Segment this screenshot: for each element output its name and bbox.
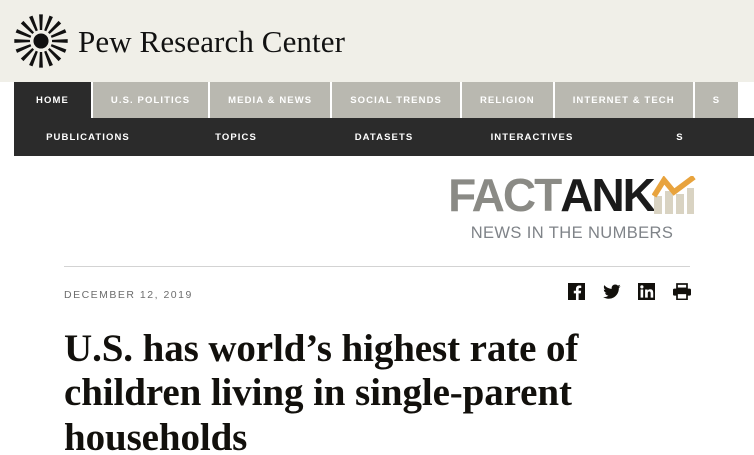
site-logo-link[interactable]: Pew Research Center xyxy=(12,12,345,70)
nav-secondary-row: PUBLICATIONS TOPICS DATASETS INTERACTIVE… xyxy=(14,118,754,156)
article-headline[interactable]: U.S. has world’s highest rate of childre… xyxy=(64,327,579,455)
print-icon[interactable] xyxy=(673,283,691,301)
fact-tank-word-fact: FACT xyxy=(448,169,562,221)
nav-tab-us-politics[interactable]: U.S. POLITICS xyxy=(92,82,209,118)
nav-tab-media-and-news-label: MEDIA & NEWS xyxy=(228,94,313,106)
subnav-item-interactives[interactable]: INTERACTIVES xyxy=(458,132,606,143)
subnav-item-topics[interactable]: TOPICS xyxy=(162,132,310,143)
subnav-item-interactives-label: INTERACTIVES xyxy=(490,131,574,143)
main-navigation: HOME U.S. POLITICS MEDIA & NEWS SOCIAL T… xyxy=(0,82,754,156)
nav-tab-science-truncated[interactable]: S xyxy=(694,82,739,118)
bar-chart-trend-icon xyxy=(651,174,696,216)
nav-tab-media-and-news[interactable]: MEDIA & NEWS xyxy=(210,82,331,118)
nav-tab-internet-and-tech[interactable]: INTERNET & TECH xyxy=(554,82,693,118)
nav-tab-science-truncated-label: S xyxy=(712,94,721,106)
subnav-item-datasets-label: DATASETS xyxy=(354,131,414,143)
nav-tab-home[interactable]: HOME xyxy=(14,82,91,118)
article-meta-row: DECEMBER 12, 2019 xyxy=(64,283,691,311)
fact-tank-word-ank: ANK xyxy=(560,169,656,221)
site-masthead: Pew Research Center xyxy=(0,0,754,82)
site-brand-name: Pew Research Center xyxy=(78,23,346,59)
article-block: DECEMBER 12, 2019 xyxy=(64,266,691,455)
subnav-item-topics-label: TOPICS xyxy=(215,131,257,143)
twitter-icon[interactable] xyxy=(603,283,621,300)
subnav-item-datasets[interactable]: DATASETS xyxy=(310,132,458,143)
nav-tab-internet-and-tech-label: INTERNET & TECH xyxy=(572,94,675,106)
article-top-divider xyxy=(64,266,690,267)
subnav-item-truncated[interactable]: S xyxy=(606,132,754,143)
nav-tab-religion[interactable]: RELIGION xyxy=(461,82,553,118)
pew-sunburst-logo-icon xyxy=(12,12,70,70)
subnav-item-truncated-label: S xyxy=(676,131,684,143)
nav-primary-row: HOME U.S. POLITICS MEDIA & NEWS SOCIAL T… xyxy=(14,82,740,118)
linkedin-icon[interactable] xyxy=(638,283,655,300)
fact-tank-tagline: NEWS IN THE NUMBERS xyxy=(470,224,674,242)
fact-tank-branding[interactable]: FACT ANK NEWS IN THE NUMBERS xyxy=(448,172,696,243)
nav-tab-religion-label: RELIGION xyxy=(479,94,535,106)
fact-tank-wordmark: FACT ANK xyxy=(448,172,696,218)
article-date: DECEMBER 12, 2019 xyxy=(64,289,193,301)
facebook-icon[interactable] xyxy=(568,283,585,300)
nav-tab-us-politics-label: U.S. POLITICS xyxy=(110,94,191,106)
subnav-item-publications[interactable]: PUBLICATIONS xyxy=(14,132,162,143)
nav-tab-home-label: HOME xyxy=(36,94,69,106)
nav-tab-social-trends[interactable]: SOCIAL TRENDS xyxy=(332,82,460,118)
nav-tab-social-trends-label: SOCIAL TRENDS xyxy=(350,94,442,106)
share-buttons xyxy=(568,283,691,301)
subnav-item-publications-label: PUBLICATIONS xyxy=(46,131,130,143)
